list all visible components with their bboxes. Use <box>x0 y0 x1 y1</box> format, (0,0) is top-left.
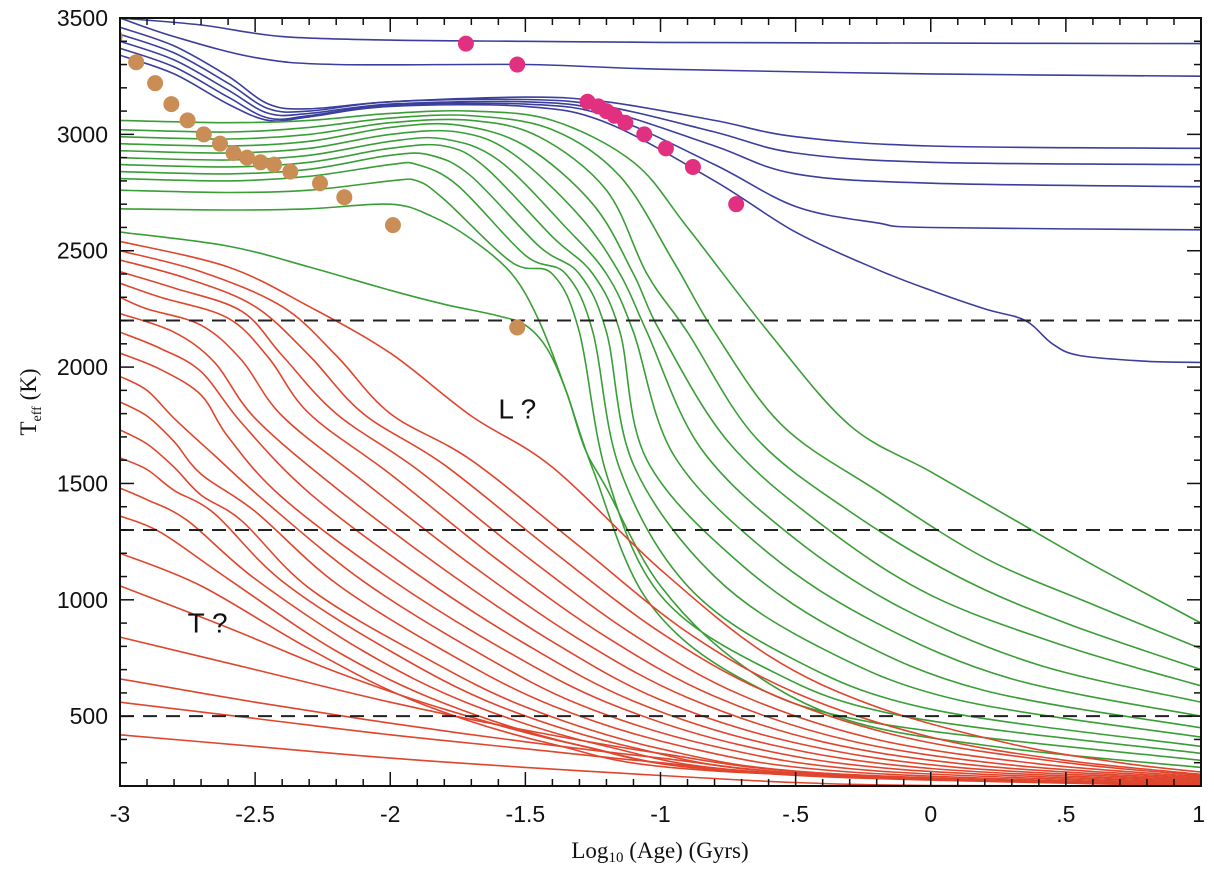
brown-dwarfs-track-11 <box>120 129 1201 703</box>
x-tick-label: -1 <box>650 801 670 827</box>
x-tick-label: 1 <box>1192 801 1205 827</box>
stars-track-1 <box>120 18 1201 77</box>
annotations-layer: L ? T ? <box>188 393 537 638</box>
brown-dwarfs-track-15 <box>120 161 1201 748</box>
stars-track-4 <box>120 40 1201 188</box>
deuterium-dots-point-11 <box>282 163 299 180</box>
planets-track-38 <box>120 701 1201 786</box>
stars-track-2 <box>120 26 1201 150</box>
planets-track-24 <box>120 296 1201 780</box>
y-tick-label: 500 <box>70 703 108 729</box>
deuterium-dots-point-15 <box>509 319 526 336</box>
x-tick-label: -2.5 <box>235 801 275 827</box>
deuterium-dots-point-6 <box>211 135 228 152</box>
planets-track-37 <box>120 678 1201 786</box>
x-tick-label: -3 <box>110 801 130 827</box>
deuterium-dots-point-1 <box>128 54 145 71</box>
lithium-dots-point-9 <box>684 158 701 175</box>
ticks-layer <box>119 17 1202 787</box>
series-layer <box>120 18 1201 786</box>
brown-dwarfs-track-13 <box>120 143 1201 729</box>
brown-dwarfs-track-16 <box>120 178 1201 755</box>
lithium-dots-point-6 <box>617 114 634 131</box>
y-tick-label: 1500 <box>57 470 108 496</box>
deuterium-dots-point-10 <box>266 156 283 173</box>
deuterium-dots-point-13 <box>336 189 353 206</box>
lithium-dots-point-8 <box>657 140 674 157</box>
y-tick-label: 2000 <box>57 354 108 380</box>
deuterium-dots-point-7 <box>225 144 242 161</box>
planets-track-20 <box>120 249 1201 776</box>
planets-track-26 <box>120 331 1201 783</box>
stars-track-6 <box>120 54 1201 364</box>
dots-layer <box>120 30 745 336</box>
deuterium-dots-point-2 <box>147 75 164 92</box>
brown-dwarfs-track-18 <box>120 231 1201 769</box>
deuterium-dots-point-14 <box>384 217 401 234</box>
planets-track-25 <box>120 312 1201 781</box>
brown-dwarfs-track-7 <box>120 109 1201 624</box>
lithium-dots-point-0 <box>457 35 474 52</box>
brown-dwarfs-track-14 <box>120 152 1201 738</box>
y-tick-label: 2500 <box>57 238 108 264</box>
deuterium-dots-point-8 <box>239 149 256 166</box>
planets-track-19 <box>120 240 1201 773</box>
stars-track-5 <box>120 47 1201 231</box>
stars-track-0 <box>120 18 1201 45</box>
planets-track-28 <box>120 375 1201 785</box>
stars-track-3 <box>120 33 1201 166</box>
deuterium-dots-point-12 <box>311 175 328 192</box>
lithium-dots-point-1 <box>509 56 526 73</box>
planets-track-22 <box>120 270 1201 778</box>
brown-dwarfs-track-8 <box>120 114 1201 650</box>
x-axis-title: Log10 (Age) (Gyrs) <box>571 838 748 866</box>
deuterium-dots-point-5 <box>195 126 212 143</box>
x-tick-label: 0 <box>924 801 937 827</box>
tick-labels-layer: -3 -2.5 -2 -1.5 -1 -.5 0.5 15001000150020002500… <box>57 5 1205 827</box>
brown-dwarfs-track-9 <box>120 118 1201 671</box>
planets-track-21 <box>120 259 1201 777</box>
y-axis-title: Teff (K) <box>16 368 45 435</box>
y-tick-label: 3500 <box>57 5 108 31</box>
lithium-dots-point-10 <box>728 196 745 213</box>
planets-track-23 <box>120 282 1201 779</box>
y-tick-label: 3000 <box>57 121 108 147</box>
y-tick-label: 1000 <box>57 587 108 613</box>
lithium-dots-point-7 <box>636 126 653 143</box>
brown-dwarfs-track-10 <box>120 122 1201 687</box>
planets-track-27 <box>120 352 1201 784</box>
reference-lines-layer <box>120 319 1201 718</box>
x-tick-label: .5 <box>1056 801 1075 827</box>
x-tick-label: -2 <box>380 801 400 827</box>
annotation-1: T ? <box>188 607 228 638</box>
brown-dwarfs-track-12 <box>120 136 1201 717</box>
annotation-0: L ? <box>498 393 536 424</box>
x-tick-label: -1.5 <box>506 801 546 827</box>
deuterium-dots-point-4 <box>179 112 196 129</box>
x-tick-label: -.5 <box>782 801 809 827</box>
planets-track-29 <box>120 401 1201 786</box>
deuterium-dots-point-3 <box>163 96 180 113</box>
deuterium-dots-point-9 <box>252 154 269 171</box>
